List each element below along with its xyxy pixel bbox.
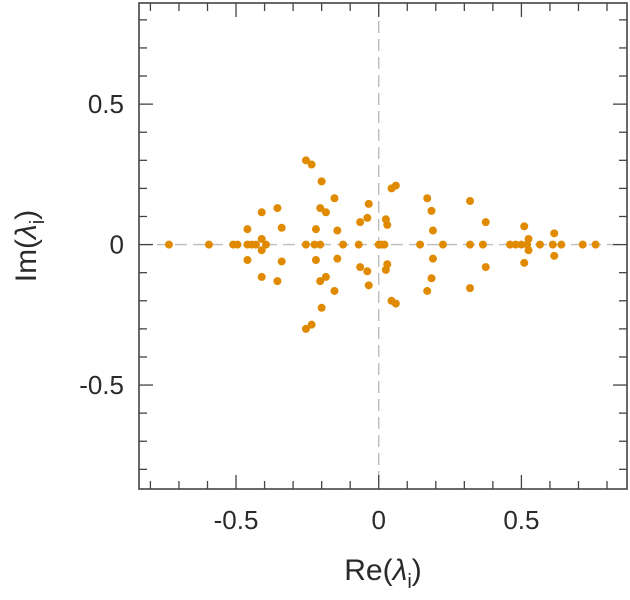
data-points — [164, 156, 600, 333]
data-point — [466, 240, 475, 249]
data-point — [261, 240, 270, 249]
data-point — [550, 251, 559, 260]
y-axis-title: Im(λi) — [10, 210, 49, 283]
axis-ticks — [139, 3, 627, 489]
data-point — [427, 206, 436, 215]
data-point — [364, 199, 373, 208]
data-point — [321, 272, 330, 281]
y-tick-label: 0 — [110, 230, 124, 260]
data-point — [364, 281, 373, 290]
data-point — [380, 240, 389, 249]
x-axis-title: Re(λi) — [344, 554, 422, 593]
x-tick-label: 0.5 — [503, 505, 539, 535]
data-point — [164, 240, 173, 249]
data-point — [391, 299, 400, 308]
data-point — [257, 234, 266, 243]
data-point — [311, 256, 320, 265]
data-point — [383, 220, 392, 229]
data-point — [330, 194, 339, 203]
data-point — [363, 213, 372, 222]
data-point — [481, 218, 490, 227]
data-point — [466, 197, 475, 206]
data-point — [339, 240, 348, 249]
data-point — [252, 240, 261, 249]
data-point — [427, 274, 436, 283]
data-point — [243, 225, 252, 234]
data-point — [243, 256, 252, 265]
data-point — [383, 260, 392, 269]
data-point — [307, 160, 316, 169]
data-point — [333, 226, 342, 235]
data-point — [524, 234, 533, 243]
data-point — [557, 240, 566, 249]
x-tick-label: 0 — [371, 505, 385, 535]
data-point — [311, 225, 320, 234]
data-point — [204, 240, 213, 249]
data-point — [548, 240, 557, 249]
data-point — [428, 226, 437, 235]
data-point — [517, 240, 526, 249]
data-point — [511, 240, 520, 249]
data-point — [423, 286, 432, 295]
data-point — [505, 240, 514, 249]
data-point — [591, 240, 600, 249]
data-point — [333, 254, 342, 263]
data-point — [301, 156, 310, 165]
data-point — [550, 229, 559, 238]
data-point — [578, 240, 587, 249]
tick-labels: -0.5 0 0.5 -0.5 0 0.5 — [79, 89, 539, 535]
data-point — [416, 240, 425, 249]
x-tick-label: -0.5 — [214, 505, 259, 535]
data-point — [233, 240, 242, 249]
data-point — [273, 204, 282, 213]
data-point — [520, 222, 529, 231]
y-tick-label: -0.5 — [79, 370, 124, 400]
data-point — [356, 218, 365, 227]
plot-frame — [138, 2, 628, 490]
data-point — [317, 177, 326, 186]
data-point — [481, 263, 490, 272]
data-point — [277, 257, 286, 266]
data-point — [316, 240, 325, 249]
data-point — [301, 240, 310, 249]
data-point — [438, 240, 447, 249]
data-point — [535, 240, 544, 249]
data-point — [520, 258, 529, 267]
data-point — [423, 194, 432, 203]
data-point — [257, 246, 266, 255]
data-point — [478, 240, 487, 249]
data-point — [428, 254, 437, 263]
data-point — [273, 277, 282, 286]
data-point — [307, 320, 316, 329]
data-point — [257, 272, 266, 281]
data-point — [317, 303, 326, 312]
data-point — [257, 208, 266, 217]
data-point — [354, 240, 363, 249]
data-point — [524, 246, 533, 255]
data-point — [356, 263, 365, 272]
data-point — [310, 240, 319, 249]
data-point — [316, 277, 325, 286]
data-point — [316, 204, 325, 213]
data-point — [466, 284, 475, 293]
y-tick-label: 0.5 — [88, 89, 124, 119]
data-point — [277, 223, 286, 232]
data-point — [363, 267, 372, 276]
data-point — [391, 181, 400, 190]
data-point — [330, 286, 339, 295]
data-point — [321, 208, 330, 217]
data-point — [301, 324, 310, 333]
